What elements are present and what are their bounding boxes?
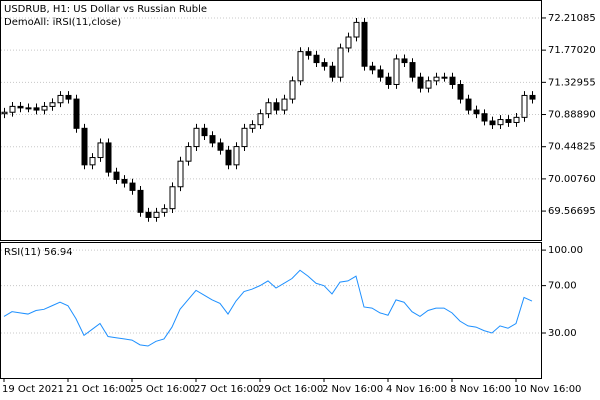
y-tick-label: 70.00760 xyxy=(548,174,596,185)
candle-body xyxy=(377,69,384,78)
candle-body xyxy=(17,105,24,109)
candle-body xyxy=(193,127,200,148)
candle-body xyxy=(73,98,80,129)
x-tick-label: 2 Nov 16:00 xyxy=(322,384,383,395)
candle-body xyxy=(433,76,440,82)
candle-body xyxy=(529,94,536,100)
candle-body xyxy=(33,107,40,111)
candle-body xyxy=(217,142,224,151)
candle-body xyxy=(353,21,360,38)
y-tick-label: 71.77020 xyxy=(548,45,596,56)
candle-body xyxy=(65,94,72,100)
candle-body xyxy=(225,149,232,166)
candle-body xyxy=(481,113,488,122)
candle-body xyxy=(81,127,88,166)
x-tick-label: 4 Nov 16:00 xyxy=(386,384,447,395)
candle-body xyxy=(129,182,136,191)
candle-body xyxy=(425,80,432,89)
candle-body xyxy=(273,102,280,111)
x-tick-label: 29 Oct 16:00 xyxy=(258,384,323,395)
y-tick-label: 70.00 xyxy=(548,281,577,292)
candle-body xyxy=(57,94,64,104)
candle-body xyxy=(121,178,128,184)
candle-body xyxy=(249,124,256,129)
rsi-panel xyxy=(0,242,542,379)
candle-body xyxy=(441,76,448,79)
candle-body xyxy=(89,157,96,166)
x-tick-label: 25 Oct 16:00 xyxy=(130,384,195,395)
candle-body xyxy=(401,58,408,64)
y-tick-label: 70.88890 xyxy=(548,110,596,121)
candle-body xyxy=(161,208,168,213)
candle-body xyxy=(305,51,312,56)
candle-body xyxy=(409,62,416,78)
candle-body xyxy=(113,171,120,180)
candle-body xyxy=(361,21,368,67)
candle-body xyxy=(257,113,264,126)
candle-body xyxy=(41,105,48,111)
y-tick-label: 71.32955 xyxy=(548,77,596,88)
candle-body xyxy=(25,107,32,110)
candle-body xyxy=(137,189,144,213)
candle-body xyxy=(313,54,320,64)
candle-body xyxy=(505,119,512,123)
candle-body xyxy=(209,135,216,144)
candle-body xyxy=(201,127,208,137)
candle-body xyxy=(265,102,272,115)
candle-body xyxy=(457,83,464,100)
candle-body xyxy=(297,51,304,82)
price-panel xyxy=(0,0,542,241)
candle-body xyxy=(369,65,376,71)
candle-body xyxy=(385,76,392,85)
candle-body xyxy=(105,142,112,173)
candle-body xyxy=(49,102,56,107)
candle-body xyxy=(521,94,528,118)
candle-body xyxy=(145,211,152,218)
candle-body xyxy=(9,105,16,113)
candle-body xyxy=(169,186,176,210)
x-tick-label: 19 Oct 2021 xyxy=(2,384,64,395)
x-tick-label: 8 Nov 16:00 xyxy=(450,384,511,395)
candle-body xyxy=(153,211,160,218)
candle-body xyxy=(513,116,520,123)
y-tick-label: 30.00 xyxy=(548,328,577,339)
y-tick-label: 70.44825 xyxy=(548,142,596,153)
x-tick-label: 21 Oct 16:00 xyxy=(66,384,131,395)
candle-body xyxy=(233,146,240,166)
candle-body xyxy=(97,142,104,159)
candle-body xyxy=(241,127,248,148)
candle-body xyxy=(185,146,192,162)
candle-body xyxy=(497,119,504,126)
candle-body xyxy=(393,58,400,85)
candle-body xyxy=(465,98,472,111)
y-tick-label: 100.00 xyxy=(548,245,583,256)
candle-body xyxy=(329,65,336,78)
rsi-line xyxy=(3,269,533,347)
candle-body xyxy=(321,62,328,67)
rsi-title: RSI(11) 56.94 xyxy=(4,247,73,258)
candle-body xyxy=(473,109,480,115)
chart-title: USDRUB, H1: US Dollar vs Russian Ruble xyxy=(4,4,207,15)
candle-body xyxy=(489,120,496,126)
candle-body xyxy=(1,111,8,115)
y-tick-label: 69.56695 xyxy=(548,206,596,217)
candle-body xyxy=(281,98,288,111)
candle-body xyxy=(337,47,344,78)
x-tick-label: 27 Oct 16:00 xyxy=(194,384,259,395)
y-tick-label: 72.21085 xyxy=(548,13,596,24)
candle-body xyxy=(417,76,424,89)
candle-body xyxy=(177,160,184,188)
x-tick-label: 10 Nov 16:00 xyxy=(514,384,581,395)
candle-body xyxy=(345,36,352,49)
indicator-subtitle: DemoAll: iRSI(11,close) xyxy=(4,17,121,28)
candle-body xyxy=(449,76,456,85)
candle-body xyxy=(289,80,296,100)
